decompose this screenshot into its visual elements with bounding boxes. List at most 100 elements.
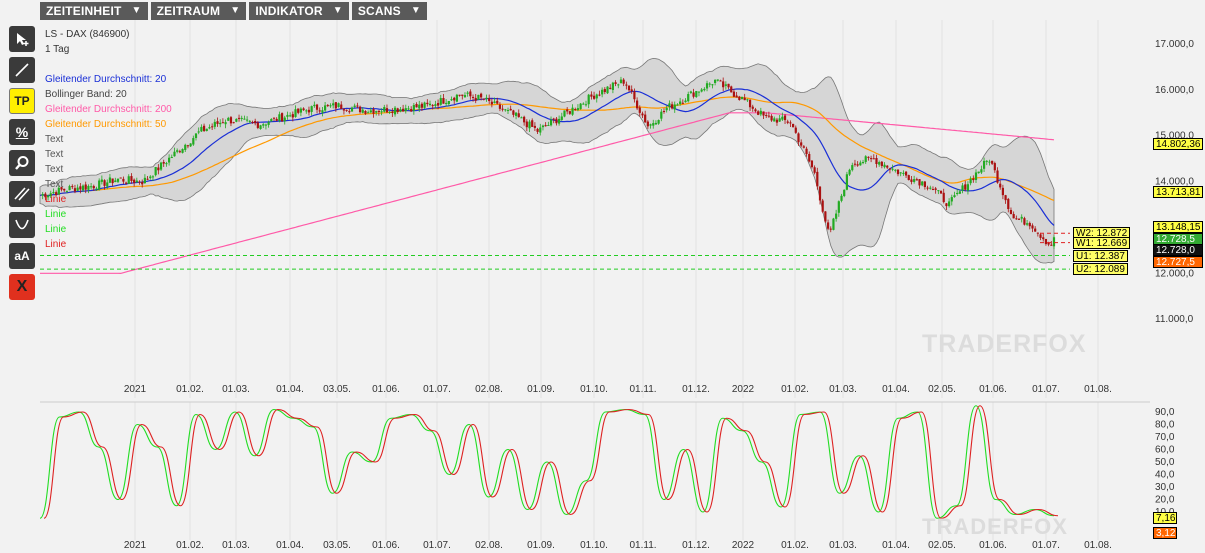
line-tool[interactable]	[9, 57, 35, 83]
candle-body	[81, 185, 85, 191]
delete-tool[interactable]: X	[9, 274, 35, 300]
pointer-tool[interactable]	[9, 26, 35, 52]
candle-body	[982, 160, 986, 169]
candle-body	[808, 154, 811, 162]
candle-body	[396, 108, 399, 112]
candle-body	[211, 126, 214, 128]
candle-body	[1039, 234, 1042, 238]
osc-tick-label: 50,0	[1155, 457, 1175, 468]
candle-body	[533, 125, 536, 128]
candle-body	[859, 162, 862, 166]
date-tick-label: 01.04.	[882, 540, 910, 551]
candle-body	[988, 161, 991, 163]
candle-body	[184, 144, 187, 150]
candle-body	[778, 118, 781, 122]
candle-body	[165, 163, 168, 165]
date-tick-label: 02.08.	[475, 384, 503, 395]
candle-body	[601, 89, 604, 95]
percent-tool[interactable]: %	[9, 119, 35, 145]
candle-body	[700, 89, 703, 92]
menu-scans[interactable]: SCANS ▼	[351, 2, 427, 20]
candle-body	[598, 94, 601, 96]
candle-body	[213, 121, 216, 127]
candle-body	[149, 176, 152, 179]
candle-body	[431, 105, 434, 107]
date-tick-label: 01.06.	[979, 540, 1007, 551]
candle-body	[1009, 209, 1013, 215]
candle-body	[762, 111, 765, 116]
candle-body	[315, 104, 319, 110]
chevron-down-icon: ▼	[332, 5, 343, 16]
candle-body	[851, 165, 854, 171]
candle-body	[283, 117, 286, 122]
candle-body	[856, 164, 859, 166]
candle-body	[393, 107, 397, 115]
tp-icon: TP	[14, 94, 30, 108]
candle-body	[921, 181, 924, 186]
candle-body	[800, 142, 803, 146]
candle-body	[875, 158, 878, 165]
candle-body	[1004, 195, 1007, 201]
candle-body	[364, 110, 367, 114]
candle-body	[157, 167, 160, 171]
candle-body	[993, 163, 996, 171]
candle-body	[748, 99, 752, 108]
date-tick-label: 01.03.	[829, 540, 857, 551]
candle-body	[915, 179, 918, 181]
candle-body	[383, 107, 386, 112]
candle-body	[649, 124, 652, 126]
date-tick-label: 01.09.	[527, 384, 555, 395]
candle-body	[404, 108, 407, 112]
price-tick-label: 12.000,0	[1155, 268, 1194, 279]
parallel-lines-icon	[14, 186, 30, 202]
candle-body	[278, 114, 281, 121]
text-tool[interactable]: aA	[9, 243, 35, 269]
curve-tool[interactable]	[9, 212, 35, 238]
menu-zeiteinheit-label: ZEITEINHEIT	[46, 4, 122, 18]
candle-body	[896, 169, 900, 175]
candle-body	[318, 110, 321, 112]
candle-body	[759, 110, 762, 115]
candle-body	[824, 211, 827, 222]
candle-body	[703, 88, 706, 91]
candle-body	[630, 89, 633, 92]
candle-body	[660, 111, 663, 119]
menu-indikator[interactable]: INDIKATOR ▼	[249, 2, 349, 20]
date-tick-label: 01.11.	[629, 384, 656, 395]
legend-item: Text	[45, 164, 64, 175]
candle-body	[138, 181, 141, 183]
menu-scans-label: SCANS	[357, 4, 401, 18]
candle-body	[461, 94, 464, 96]
candle-body	[391, 111, 394, 114]
candle-body	[87, 185, 90, 190]
osc-tick-label: 40,0	[1155, 470, 1175, 481]
candle-body	[130, 176, 133, 181]
candle-body	[1026, 223, 1029, 225]
candle-body	[410, 109, 413, 112]
candle-body	[948, 201, 951, 207]
candle-body	[579, 103, 582, 110]
candle-body	[46, 195, 50, 198]
candle-body	[377, 110, 380, 113]
candle-body	[205, 128, 208, 131]
candle-body	[1031, 225, 1034, 229]
candle-body	[818, 186, 822, 201]
menu-zeiteinheit[interactable]: ZEITEINHEIT ▼	[40, 2, 148, 20]
candle-body	[267, 122, 270, 125]
menu-zeitraum[interactable]: ZEITRAUM ▼	[150, 2, 247, 20]
candle-body	[961, 185, 964, 191]
date-tick-label: 01.04.	[882, 384, 910, 395]
candle-body	[76, 187, 79, 191]
zoom-tool[interactable]	[9, 150, 35, 176]
candle-body	[388, 111, 391, 113]
tp-tool[interactable]: TP	[9, 88, 35, 114]
candle-body	[420, 103, 424, 108]
channel-tool[interactable]	[9, 181, 35, 207]
chevron-down-icon: ▼	[131, 5, 142, 16]
candle-body	[619, 79, 623, 84]
osc-tick-label: 30,0	[1155, 482, 1175, 493]
candle-body	[289, 115, 292, 117]
candle-body	[367, 112, 370, 114]
candle-body	[687, 94, 690, 102]
